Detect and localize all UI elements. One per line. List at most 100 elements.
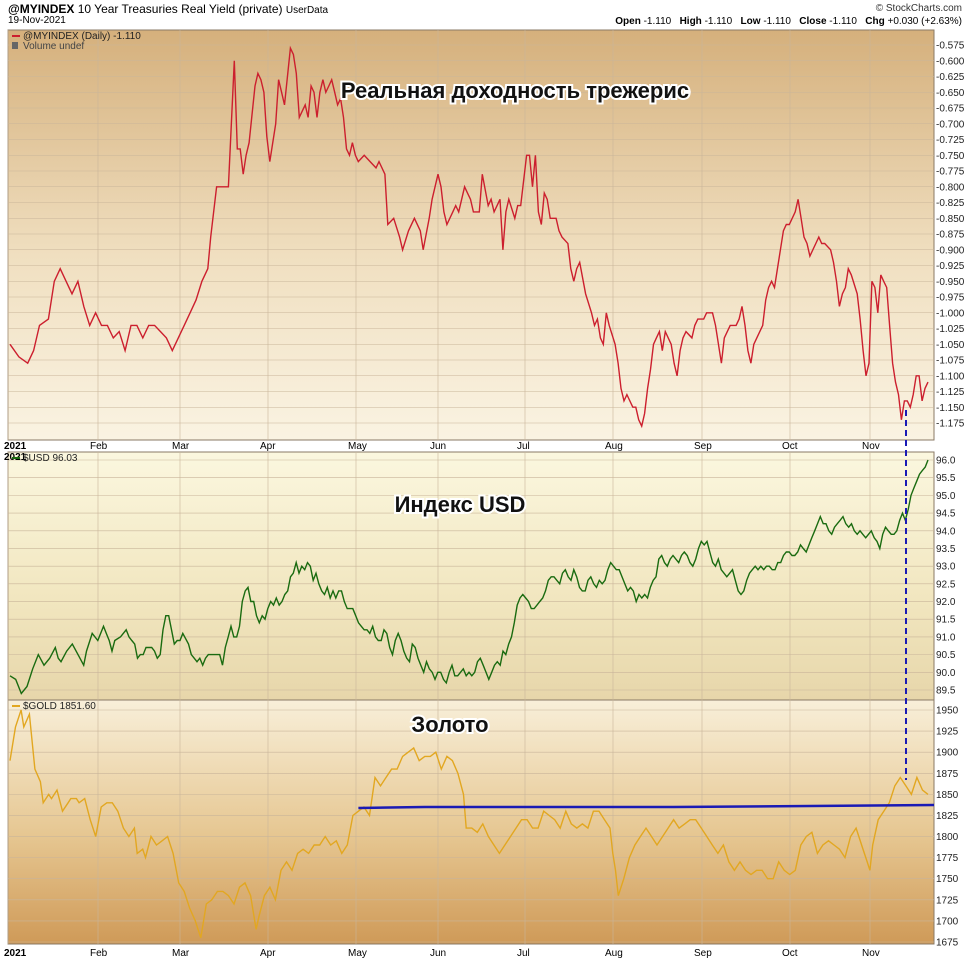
y-tick-label: 91.0	[936, 632, 956, 643]
series-line-1	[9, 459, 929, 695]
panel-annotation: Реальная доходность трежерис	[341, 78, 689, 103]
ohlc-bar: Open -1.110 High -1.110 Low -1.110 Close…	[615, 16, 962, 27]
x-tick-label: Jun	[430, 948, 446, 959]
open-label: Open	[615, 16, 641, 27]
x-tick-label: Mar	[172, 948, 190, 959]
panel-bg-2	[7, 699, 935, 945]
y-tick-label: 1675	[936, 938, 959, 949]
close-value: -1.110	[829, 16, 857, 27]
y-tick-label: -1.050	[936, 340, 965, 351]
x-tick-label: Jun	[430, 441, 446, 452]
low-value: -1.110	[763, 16, 791, 27]
panel-backgrounds	[7, 29, 935, 945]
open-value: -1.110	[643, 16, 672, 27]
y-tick-label: 1925	[936, 727, 959, 738]
y-tick-label: 90.0	[936, 668, 956, 679]
y-tick-label: -0.700	[936, 119, 965, 130]
legend-label: $USD 96.03	[23, 453, 78, 464]
y-tick-label: 1775	[936, 853, 959, 864]
high-label: High	[679, 16, 702, 27]
chg-label: Chg	[865, 16, 885, 27]
y-tick-label: 94.0	[936, 526, 956, 537]
volume-icon	[12, 42, 18, 49]
panel-annotation: Золото	[411, 712, 488, 737]
watermark: © StockCharts.com	[875, 3, 962, 14]
y-tick-label: -0.800	[936, 182, 965, 193]
x-tick-label: 2021	[4, 948, 27, 959]
x-tick-label: Oct	[782, 948, 798, 959]
x-tick-label: Apr	[260, 948, 276, 959]
x-tick-label: Nov	[862, 441, 880, 452]
y-tick-label: 90.5	[936, 650, 956, 661]
x-tick-label: Jul	[517, 948, 530, 959]
y-tick-label: 1700	[936, 916, 959, 927]
x-tick-label: Oct	[782, 441, 798, 452]
y-tick-label: 93.0	[936, 562, 956, 573]
y-tick-label: -0.600	[936, 56, 965, 67]
y-tick-label: 89.5	[936, 686, 956, 697]
y-tick-label: -0.650	[936, 88, 965, 99]
y-tick-label: 92.5	[936, 579, 956, 590]
x-tick-label: Aug	[605, 948, 623, 959]
y-tick-label: 94.5	[936, 509, 956, 520]
y-tick-label: 1825	[936, 811, 959, 822]
y-tick-label: -0.850	[936, 214, 965, 225]
grid-lines	[7, 30, 934, 944]
y-tick-label: -0.775	[936, 167, 965, 178]
y-tick-label: -0.975	[936, 293, 965, 304]
y-tick-label: 1950	[936, 706, 959, 717]
y-tick-label: 91.5	[936, 615, 956, 626]
y-tick-label: 95.0	[936, 491, 956, 502]
x-tick-label: May	[348, 948, 367, 959]
y-tick-label: 1900	[936, 748, 959, 759]
y-tick-label: -0.950	[936, 277, 965, 288]
x-tick-label: 2021	[4, 441, 27, 452]
y-tick-label: 93.5	[936, 544, 956, 555]
low-label: Low	[740, 16, 761, 27]
support-line	[358, 803, 935, 810]
panel-bg-1	[7, 451, 935, 701]
y-tick-label: -1.000	[936, 308, 965, 319]
y-tick-label: 96.0	[936, 456, 956, 467]
y-tick-label: 92.0	[936, 597, 956, 608]
x-tick-label: Feb	[90, 441, 108, 452]
x-tick-label: Sep	[694, 441, 712, 452]
y-tick-label: -0.750	[936, 151, 965, 162]
x-tick-label: Aug	[605, 441, 623, 452]
y-tick-label: -1.025	[936, 324, 965, 335]
x-tick-label: Sep	[694, 948, 712, 959]
x-tick-label: Mar	[172, 441, 190, 452]
series-line-0	[9, 45, 929, 429]
y-tick-label: -1.075	[936, 356, 965, 367]
y-tick-label: 1875	[936, 769, 959, 780]
axis-labels: -0.575 -0.600 -0.625 -0.650 -0.675 -0.700 -0.7…	[4, 31, 965, 959]
chg-value: +0.030 (+2.63%)	[887, 16, 963, 27]
legend-label: $GOLD 1851.60	[23, 701, 96, 712]
volume-note: Volume undef	[23, 41, 84, 52]
source-tag: UserData	[285, 5, 329, 16]
close-label: Close	[799, 16, 827, 27]
y-tick-label: 1800	[936, 832, 959, 843]
y-tick-label: -0.925	[936, 261, 965, 272]
series-lines	[9, 45, 929, 939]
y-tick-label: -0.825	[936, 198, 965, 209]
y-tick-label: -1.125	[936, 387, 965, 398]
y-tick-label: -0.625	[936, 72, 965, 83]
legend-label: @MYINDEX (Daily) -1.110	[23, 31, 141, 42]
y-tick-label: -1.100	[936, 371, 965, 382]
y-tick-label: -0.575	[936, 41, 965, 52]
chart-date: 19-Nov-2021	[8, 15, 66, 26]
x-tick-label: May	[348, 441, 367, 452]
y-tick-label: -0.675	[936, 104, 965, 115]
y-tick-label: 1750	[936, 874, 959, 885]
description-label: 10 Year Treasuries Real Yield (private)	[77, 2, 283, 16]
symbol-label: @MYINDEX	[8, 2, 75, 16]
high-value: -1.110	[704, 16, 733, 27]
x-tick-label: Apr	[260, 441, 276, 452]
y-tick-label: -0.875	[936, 230, 965, 241]
y-tick-label: 1850	[936, 790, 959, 801]
annotations: Реальная доходность трежерис Индекс USD Зо…	[339, 76, 935, 810]
x-tick-label: Jul	[517, 441, 530, 452]
y-tick-label: 95.5	[936, 473, 956, 484]
